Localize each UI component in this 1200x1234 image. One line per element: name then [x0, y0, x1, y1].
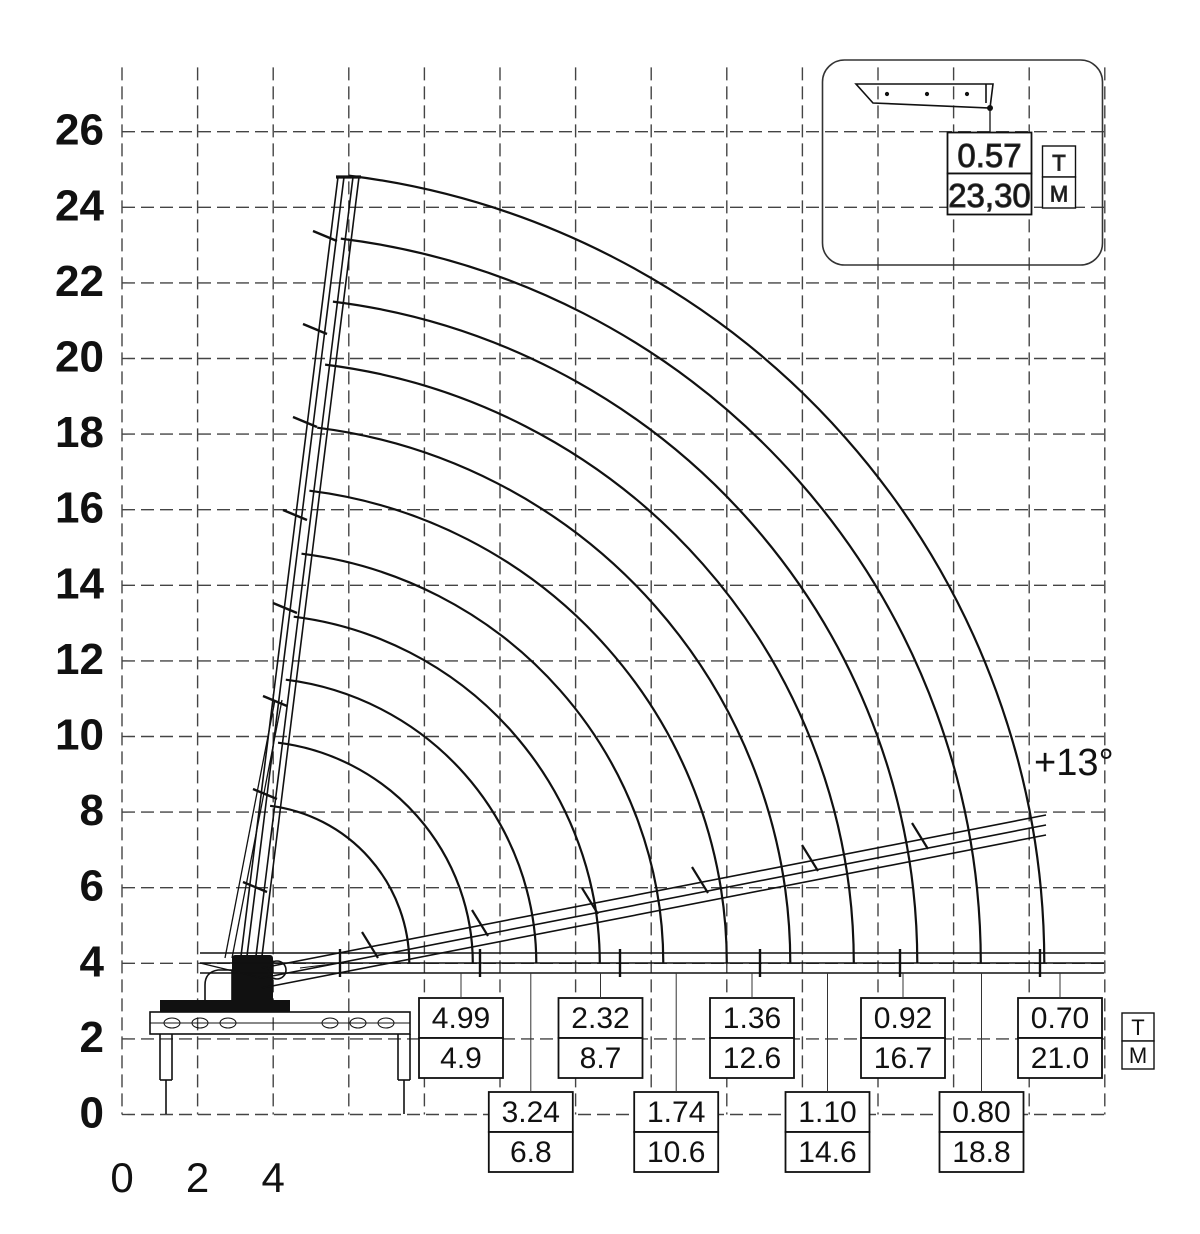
svg-text:4: 4 [80, 937, 105, 986]
svg-text:0: 0 [80, 1089, 104, 1138]
svg-text:24: 24 [55, 181, 104, 230]
svg-text:2.32: 2.32 [571, 1002, 629, 1035]
svg-text:4: 4 [262, 1154, 285, 1201]
svg-text:0.57: 0.57 [957, 137, 1021, 174]
svg-text:2: 2 [186, 1154, 209, 1201]
svg-text:20: 20 [55, 333, 104, 382]
svg-text:14: 14 [55, 559, 104, 608]
svg-text:16: 16 [55, 484, 104, 533]
svg-text:0.80: 0.80 [952, 1096, 1010, 1129]
svg-text:T: T [1131, 1015, 1144, 1040]
svg-text:16.7: 16.7 [874, 1042, 932, 1075]
svg-text:1.74: 1.74 [647, 1096, 705, 1129]
svg-text:8: 8 [80, 786, 104, 835]
svg-text:6.8: 6.8 [510, 1136, 552, 1169]
svg-text:14.6: 14.6 [798, 1136, 856, 1169]
svg-text:4.99: 4.99 [432, 1002, 490, 1035]
svg-text:0.70: 0.70 [1031, 1002, 1089, 1035]
svg-text:12: 12 [55, 635, 104, 684]
svg-text:3.24: 3.24 [502, 1096, 560, 1129]
svg-text:M: M [1129, 1043, 1147, 1068]
svg-text:18.8: 18.8 [952, 1136, 1010, 1169]
svg-text:T: T [1052, 151, 1065, 176]
svg-text:10.6: 10.6 [647, 1136, 705, 1169]
svg-text:0: 0 [110, 1154, 133, 1201]
svg-text:+13°: +13° [1034, 742, 1114, 784]
svg-text:1.36: 1.36 [723, 1002, 781, 1035]
svg-text:0.92: 0.92 [874, 1002, 932, 1035]
svg-text:1.10: 1.10 [798, 1096, 856, 1129]
svg-text:10: 10 [55, 711, 104, 760]
svg-text:21.0: 21.0 [1031, 1042, 1089, 1075]
svg-text:23,30: 23,30 [948, 177, 1031, 214]
svg-text:12.6: 12.6 [723, 1042, 781, 1075]
svg-text:6: 6 [80, 862, 104, 911]
svg-text:M: M [1050, 182, 1068, 207]
svg-text:26: 26 [55, 106, 104, 155]
svg-text:4.9: 4.9 [440, 1042, 482, 1075]
svg-text:8.7: 8.7 [580, 1042, 622, 1075]
svg-text:2: 2 [80, 1013, 104, 1062]
svg-text:18: 18 [55, 408, 104, 457]
svg-text:22: 22 [55, 257, 104, 306]
